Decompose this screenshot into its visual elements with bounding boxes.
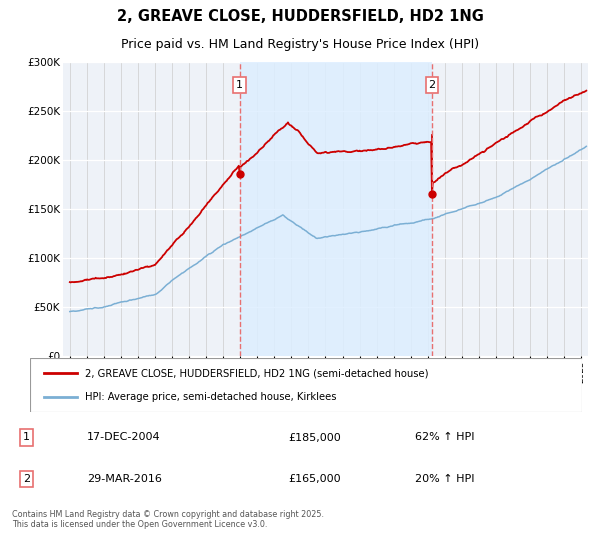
Text: £185,000: £185,000 (289, 432, 341, 442)
Text: £165,000: £165,000 (289, 474, 341, 484)
Text: 29-MAR-2016: 29-MAR-2016 (87, 474, 162, 484)
Text: 2: 2 (428, 80, 436, 90)
Text: Contains HM Land Registry data © Crown copyright and database right 2025.
This d: Contains HM Land Registry data © Crown c… (12, 510, 324, 529)
Text: 2, GREAVE CLOSE, HUDDERSFIELD, HD2 1NG (semi-detached house): 2, GREAVE CLOSE, HUDDERSFIELD, HD2 1NG (… (85, 368, 428, 379)
Text: HPI: Average price, semi-detached house, Kirklees: HPI: Average price, semi-detached house,… (85, 391, 337, 402)
Text: 1: 1 (23, 432, 30, 442)
Text: 2, GREAVE CLOSE, HUDDERSFIELD, HD2 1NG: 2, GREAVE CLOSE, HUDDERSFIELD, HD2 1NG (116, 9, 484, 24)
Text: 20% ↑ HPI: 20% ↑ HPI (415, 474, 475, 484)
Text: 17-DEC-2004: 17-DEC-2004 (87, 432, 161, 442)
Text: Price paid vs. HM Land Registry's House Price Index (HPI): Price paid vs. HM Land Registry's House … (121, 38, 479, 51)
Bar (239, 62, 432, 356)
Text: 62% ↑ HPI: 62% ↑ HPI (415, 432, 475, 442)
FancyBboxPatch shape (30, 358, 582, 412)
Text: 1: 1 (236, 80, 243, 90)
Text: 2: 2 (23, 474, 30, 484)
